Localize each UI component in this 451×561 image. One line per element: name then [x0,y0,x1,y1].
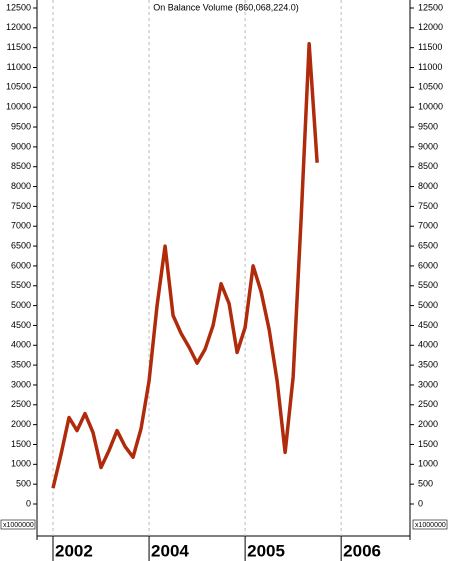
y-tick-label: 2500 [418,399,438,409]
y-tick-label: 500 [418,479,433,489]
y-tick-label: 12500 [6,2,31,12]
y-tick-label: 7500 [418,201,438,211]
y-tick-label: 11000 [7,62,31,72]
series-line [51,41,319,489]
y-tick-label: 6500 [11,240,31,250]
x-tick-label: 2004 [151,541,189,560]
unit-label: x1000000 [415,522,446,529]
unit-label: x1000000 [3,522,34,529]
y-tick-label: 6000 [11,260,31,270]
y-tick-label: 2000 [418,419,438,429]
y-tick-label: 2000 [11,419,31,429]
y-tick-label: 9000 [418,141,438,151]
y-tick-label: 10000 [6,102,31,112]
y-tick-label: 0 [26,498,31,508]
y-tick-label: 5000 [11,300,31,310]
y-tick-label: 10500 [418,82,443,92]
y-tick-label: 0 [418,498,423,508]
y-tick-label: 4000 [418,340,438,350]
y-tick-label: 10000 [418,102,443,112]
y-tick-label: 4500 [11,320,31,330]
chart-title: On Balance Volume (860,068,224.0) [153,2,299,12]
y-tick-label: 12000 [418,22,443,32]
y-tick-label: 3500 [418,359,438,369]
x-tick-label: 2006 [343,541,381,560]
x-tick-label: 2002 [55,541,93,560]
y-tick-label: 7500 [11,201,31,211]
y-tick-label: 5500 [418,280,438,290]
y-tick-label: 4000 [11,340,31,350]
y-tick-label: 1000 [11,459,31,469]
y-tick-label: 5000 [418,300,438,310]
y-tick-label: 1000 [418,459,438,469]
y-tick-label: 9500 [11,121,31,131]
y-tick-label: 500 [16,479,31,489]
y-tick-label: 8000 [418,181,438,191]
y-tick-label: 7000 [11,221,31,231]
y-tick-label: 4500 [418,320,438,330]
y-tick-label: 1500 [11,439,31,449]
y-tick-label: 11500 [7,42,31,52]
y-tick-label: 9000 [11,141,31,151]
y-tick-label: 11500 [418,42,442,52]
y-tick-label: 3000 [418,379,438,389]
y-tick-label: 9500 [418,121,438,131]
y-tick-label: 10500 [6,82,31,92]
y-tick-label: 8500 [418,161,438,171]
y-tick-label: 6500 [418,240,438,250]
y-tick-label: 1500 [418,439,438,449]
y-tick-label: 2500 [11,399,31,409]
y-tick-label: 12500 [418,2,443,12]
y-tick-label: 3500 [11,359,31,369]
y-tick-label: 3000 [11,379,31,389]
x-tick-label: 2005 [247,541,285,560]
y-tick-label: 12000 [6,22,31,32]
y-tick-label: 6000 [418,260,438,270]
y-tick-label: 7000 [418,221,438,231]
y-tick-label: 8000 [11,181,31,191]
unit-box [412,519,448,530]
y-tick-label: 8500 [11,161,31,171]
unit-box [0,519,36,530]
y-tick-label: 5500 [11,280,31,290]
y-tick-label: 11000 [418,62,442,72]
